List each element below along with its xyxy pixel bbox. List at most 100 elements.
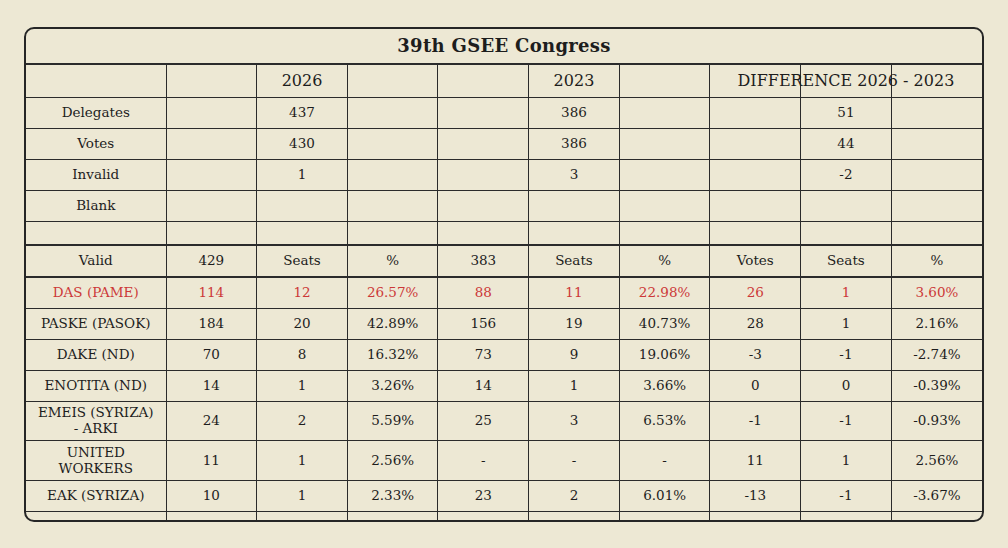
party-cell: 23 <box>438 481 529 512</box>
party-cell: 1 <box>801 441 892 481</box>
header-cell-empty <box>347 64 438 98</box>
party-cell: 3.60% <box>891 277 982 309</box>
party-cell: 24 <box>166 402 257 441</box>
table-row-emeis-syriza-arki: EMEIS (SYRIZA) - ARKI 24 2 5.59% 25 3 6.… <box>26 402 982 441</box>
party-cell: 5.59% <box>347 402 438 441</box>
results-table: 39th GSEE Congress 2026 2023 DIFFERENCE … <box>26 29 982 522</box>
party-label: ENOTITA (ND) <box>26 371 166 402</box>
empty-cell <box>166 222 257 246</box>
empty-cell <box>438 160 529 191</box>
party-cell: 3.26% <box>347 371 438 402</box>
party-cell: - <box>619 441 710 481</box>
party-cell: 20 <box>257 309 348 340</box>
party-cell: 0.78% <box>619 512 710 523</box>
summary-value-2023 <box>529 191 620 222</box>
table-row-eak-syriza: EAK (SYRIZA) 10 1 2.33% 23 2 6.01% -13 -… <box>26 481 982 512</box>
empty-cell <box>438 129 529 160</box>
summary-value-2026: 430 <box>257 129 348 160</box>
party-cell: -1 <box>801 340 892 371</box>
party-cell: 1 <box>801 277 892 309</box>
party-cell: 184 <box>166 309 257 340</box>
party-cell: 0 <box>710 371 801 402</box>
party-cell: -3 <box>710 340 801 371</box>
empty-cell <box>26 222 166 246</box>
summary-value-diff: -2 <box>801 160 892 191</box>
party-cell: 9 <box>529 340 620 371</box>
empty-cell <box>438 191 529 222</box>
summary-label: Delegates <box>26 98 166 129</box>
summary-value-2026: 437 <box>257 98 348 129</box>
party-label: EMEIS (SYRIZA) - ARKI <box>26 402 166 441</box>
party-cell: 2 <box>166 512 257 523</box>
empty-cell <box>891 191 982 222</box>
empty-cell <box>529 222 620 246</box>
party-cell: 12 <box>257 277 348 309</box>
party-cell: 14 <box>166 371 257 402</box>
empty-cell <box>166 98 257 129</box>
party-cell: -1 <box>710 512 801 523</box>
party-cell: 1 <box>257 371 348 402</box>
table-row: Valid 429 Seats % 383 Seats % Votes Seat… <box>26 245 982 277</box>
party-cell: 73 <box>438 340 529 371</box>
empty-cell <box>710 191 801 222</box>
party-cell: -1 <box>710 402 801 441</box>
party-label: DAKE (ND) <box>26 340 166 371</box>
table-row: 39th GSEE Congress <box>26 29 982 64</box>
table-row-enotita-nd: ENOTITA (ND) 14 1 3.26% 14 1 3.66% 0 0 -… <box>26 371 982 402</box>
summary-label: Blank <box>26 191 166 222</box>
party-cell: - <box>438 441 529 481</box>
party-cell: - <box>529 441 620 481</box>
summary-value-2023: 386 <box>529 129 620 160</box>
empty-cell <box>619 98 710 129</box>
party-cell: 11 <box>529 277 620 309</box>
summary-value-2026: 1 <box>257 160 348 191</box>
party-cell: 3 <box>529 402 620 441</box>
header-year-2023: 2023 <box>529 64 620 98</box>
valid-votes-2023: 383 <box>438 245 529 277</box>
party-cell: 40.73% <box>619 309 710 340</box>
party-label: EAK (SYRIZA) <box>26 481 166 512</box>
table-row-das-pame: DAS (PAME) 114 12 26.57% 88 11 22.98% 26… <box>26 277 982 309</box>
party-cell: 0 <box>529 512 620 523</box>
party-cell: 1 <box>257 441 348 481</box>
col-header-seats-2023: Seats <box>529 245 620 277</box>
party-cell: -3.67% <box>891 481 982 512</box>
col-header-seats-diff: Seats <box>801 245 892 277</box>
header-cell-empty <box>26 64 166 98</box>
empty-cell <box>619 129 710 160</box>
party-cell: -2.74% <box>891 340 982 371</box>
empty-cell <box>347 222 438 246</box>
party-cell: 114 <box>166 277 257 309</box>
party-cell: -1 <box>801 402 892 441</box>
summary-value-2023: 386 <box>529 98 620 129</box>
table-row: Invalid 1 3 -2 <box>26 160 982 191</box>
empty-cell <box>347 98 438 129</box>
empty-cell <box>257 222 348 246</box>
empty-cell <box>166 129 257 160</box>
empty-cell <box>347 191 438 222</box>
party-cell: 2.56% <box>891 441 982 481</box>
party-label: ATE / NAR <box>26 512 166 523</box>
empty-cell <box>619 160 710 191</box>
party-cell: 2.16% <box>891 309 982 340</box>
party-cell: 16.32% <box>347 340 438 371</box>
empty-cell <box>347 160 438 191</box>
party-cell: 0 <box>801 371 892 402</box>
valid-label: Valid <box>26 245 166 277</box>
empty-cell <box>891 129 982 160</box>
empty-cell <box>891 222 982 246</box>
results-table-frame: 39th GSEE Congress 2026 2023 DIFFERENCE … <box>24 27 984 522</box>
empty-cell <box>891 98 982 129</box>
empty-cell <box>710 222 801 246</box>
summary-value-2026 <box>257 191 348 222</box>
party-label: UNITED WORKERS <box>26 441 166 481</box>
table-row: 2026 2023 DIFFERENCE 2026 - 2023 <box>26 64 982 98</box>
empty-cell <box>438 98 529 129</box>
party-cell: 19.06% <box>619 340 710 371</box>
party-cell: 28 <box>710 309 801 340</box>
party-cell: 22.98% <box>619 277 710 309</box>
party-cell: 6.01% <box>619 481 710 512</box>
party-cell: 19 <box>529 309 620 340</box>
col-header-pct-diff: % <box>891 245 982 277</box>
party-cell: -1 <box>801 481 892 512</box>
